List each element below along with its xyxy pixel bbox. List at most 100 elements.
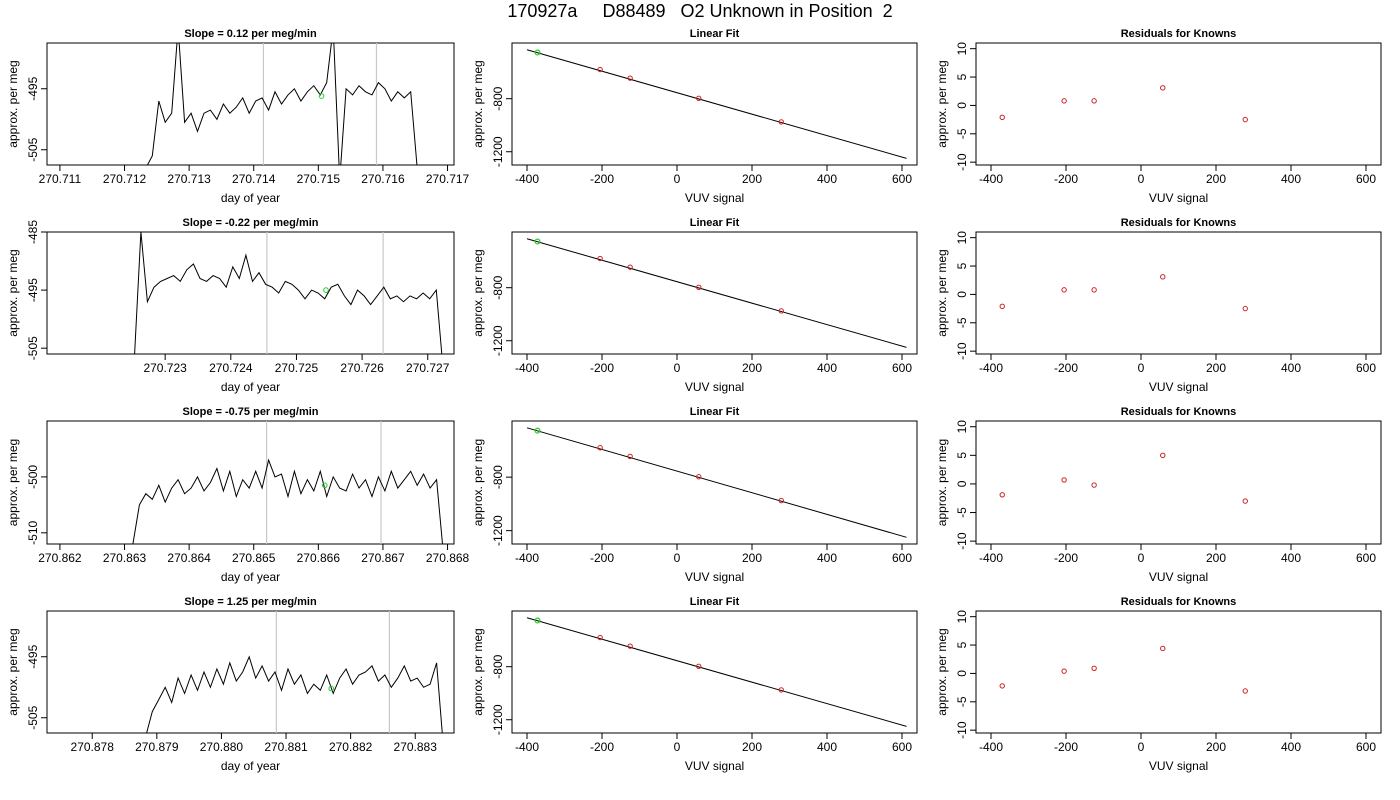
panel-r3-c3: Residuals for Knowns -400 -200 0 200 400 600 10… <box>935 406 1382 584</box>
known-point <box>696 474 702 480</box>
x-tick-label: 270.715 <box>297 172 341 186</box>
fit-line <box>526 49 907 159</box>
x-axis-label: VUV signal <box>1149 570 1208 584</box>
y-tick-label: 5 <box>955 452 969 459</box>
residual-point <box>999 492 1005 498</box>
panel-title: Residuals for Knowns <box>1121 217 1237 229</box>
panel-title: Slope = 0.12 per meg/min <box>184 28 317 40</box>
y-tick-label: -485 <box>26 220 40 244</box>
x-tick-label: -200 <box>590 740 614 754</box>
mean-marker-point <box>328 685 335 692</box>
x-tick-label: 270.726 <box>340 361 384 375</box>
known-point <box>627 643 633 649</box>
panel-title: Residuals for Knowns <box>1121 28 1237 40</box>
y-tick-label: 0 <box>955 670 969 677</box>
panel-r2-c1: Slope = -0.22 per meg/min 270.723 270.724 2… <box>6 217 455 394</box>
panel-r1-c3: Residuals for Knowns -400 -200 0 200 400 600 10… <box>935 28 1382 205</box>
residual-point <box>1091 287 1097 293</box>
residual-point <box>1061 287 1067 293</box>
x-tick-label: 600 <box>1356 361 1376 375</box>
plot-frame <box>511 420 918 545</box>
residual-point <box>1242 305 1248 312</box>
y-tick-label: 0 <box>955 480 969 487</box>
x-tick-label: -400 <box>515 172 539 186</box>
x-tick-label: 0 <box>1138 740 1145 754</box>
x-tick-label: 200 <box>1206 361 1226 375</box>
y-tick-label: -10 <box>955 532 969 550</box>
panel-r4-c1: Slope = 1.25 per meg/min 270.878 270.879 27… <box>6 596 455 773</box>
x-tick-label: 270.879 <box>135 740 179 754</box>
x-tick-label: 270.881 <box>264 740 308 754</box>
panel-r4-c3: Residuals for Knowns -400 -200 0 200 400 600 10… <box>935 596 1382 773</box>
x-tick-label: 400 <box>817 740 837 754</box>
y-tick-label: -10 <box>955 342 969 360</box>
residual-point <box>1242 116 1248 123</box>
residual-point <box>1242 498 1248 504</box>
y-axis-label: approx. per meg <box>471 628 485 715</box>
residual-point <box>1160 645 1166 652</box>
y-tick-label: -505 <box>26 137 40 161</box>
unknown-point <box>534 238 541 245</box>
x-tick-label: 270.878 <box>71 740 115 754</box>
x-tick-label: 200 <box>742 740 762 754</box>
y-tick-label: 5 <box>955 641 969 648</box>
y-tick-label: -495 <box>26 76 40 100</box>
x-tick-label: -400 <box>515 551 539 565</box>
x-tick-label: -200 <box>590 172 614 186</box>
y-axis-label: approx. per meg <box>471 60 485 147</box>
residual-point <box>1160 274 1166 280</box>
x-tick-label: 600 <box>892 361 912 375</box>
residual-point <box>1061 668 1067 674</box>
x-axis-label: VUV signal <box>685 570 744 584</box>
x-tick-label: 270.717 <box>426 172 470 186</box>
x-tick-label: 270.882 <box>329 740 373 754</box>
x-tick-label: 0 <box>674 740 681 754</box>
x-tick-label: -200 <box>590 551 614 565</box>
mean-marker-point <box>318 93 325 99</box>
x-tick-label: -200 <box>1054 172 1078 186</box>
y-tick-label: 0 <box>955 102 969 109</box>
residual-point <box>1061 98 1067 104</box>
x-axis-label: VUV signal <box>685 380 744 394</box>
y-tick-label: 0 <box>955 291 969 298</box>
known-point <box>696 663 702 669</box>
plot-frame <box>46 42 455 166</box>
x-tick-label: 400 <box>1281 361 1301 375</box>
x-tick-label: 200 <box>742 551 762 565</box>
y-axis-label: approx. per meg <box>6 249 20 336</box>
panel-title: Slope = -0.75 per meg/min <box>182 406 318 418</box>
x-tick-label: 0 <box>1138 172 1145 186</box>
x-tick-label: -400 <box>979 740 1003 754</box>
known-point <box>627 75 633 81</box>
plot-frame <box>46 610 455 734</box>
plot-frame <box>511 610 918 734</box>
unknown-point <box>534 49 541 56</box>
y-tick-label: -500 <box>26 465 40 489</box>
x-tick-label: 270.865 <box>232 551 276 565</box>
y-tick-label: -495 <box>26 644 40 668</box>
panel-title: Linear Fit <box>690 596 740 608</box>
known-point <box>778 308 784 314</box>
x-tick-label: 200 <box>742 172 762 186</box>
x-tick-label: 270.723 <box>143 361 187 375</box>
y-tick-label: -510 <box>26 520 40 544</box>
x-tick-label: 0 <box>1138 551 1145 565</box>
x-tick-label: 270.866 <box>297 551 341 565</box>
x-axis-label: day of year <box>221 191 280 205</box>
y-tick-label: -800 <box>491 465 505 489</box>
x-axis-label: VUV signal <box>1149 759 1208 773</box>
residual-point <box>1091 482 1097 488</box>
residual-point <box>1061 477 1067 483</box>
unknown-point <box>534 427 541 434</box>
plot-frame <box>975 42 1382 166</box>
panel-title: Residuals for Knowns <box>1121 596 1237 608</box>
panel-title: Residuals for Knowns <box>1121 406 1237 418</box>
known-point <box>778 687 784 693</box>
y-axis-label: approx. per meg <box>935 249 949 336</box>
x-tick-label: 270.868 <box>426 551 470 565</box>
y-tick-label: -10 <box>955 721 969 739</box>
x-tick-label: 270.864 <box>167 551 211 565</box>
known-point <box>696 95 702 101</box>
y-tick-label: -1200 <box>491 325 505 356</box>
y-tick-label: -505 <box>26 336 40 360</box>
